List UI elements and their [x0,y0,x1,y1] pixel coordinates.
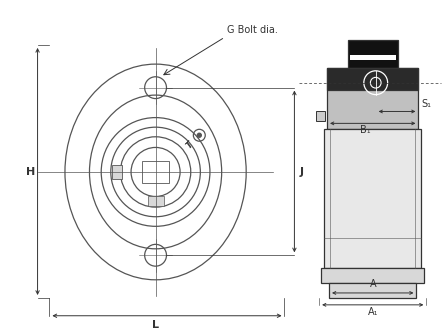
Text: L: L [152,320,159,330]
Bar [316,112,325,121]
Bar [324,129,422,268]
Text: A₁: A₁ [367,307,378,317]
Text: G Bolt dia.: G Bolt dia. [227,25,278,35]
Bar [112,165,122,179]
Bar [327,68,418,129]
Text: H: H [26,167,35,177]
Text: J: J [299,167,303,177]
Bar [350,54,396,59]
Bar [142,161,169,183]
Bar [327,68,418,90]
Bar [329,283,416,298]
Circle shape [197,133,201,137]
Text: T: T [184,140,194,150]
Bar [321,268,424,283]
Text: B₁: B₁ [359,125,370,135]
Bar [348,40,397,68]
Text: S₁: S₁ [422,100,431,110]
Text: A: A [370,279,376,289]
Bar [148,196,164,206]
